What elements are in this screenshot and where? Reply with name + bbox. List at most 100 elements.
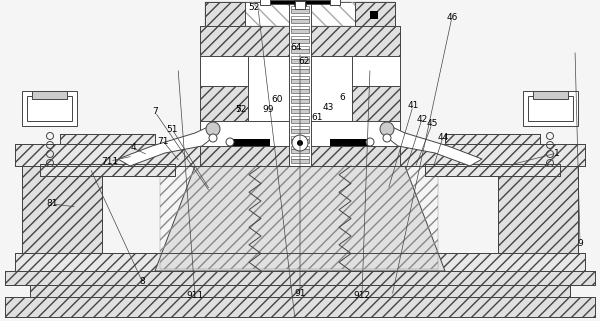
Bar xyxy=(291,29,309,33)
Bar xyxy=(291,79,309,83)
Bar xyxy=(200,86,248,121)
Text: 64: 64 xyxy=(290,42,302,51)
Bar xyxy=(425,164,560,176)
Polygon shape xyxy=(155,153,445,271)
Circle shape xyxy=(366,138,374,146)
Bar xyxy=(291,59,309,63)
Bar xyxy=(291,109,309,113)
Text: 81: 81 xyxy=(46,199,58,209)
Polygon shape xyxy=(385,126,482,166)
Circle shape xyxy=(209,134,217,142)
Text: 62: 62 xyxy=(298,56,310,65)
Bar xyxy=(291,96,309,99)
Text: 4: 4 xyxy=(130,143,136,152)
Bar xyxy=(160,155,438,269)
Text: 61: 61 xyxy=(311,112,323,122)
Bar xyxy=(15,253,585,271)
Text: 9: 9 xyxy=(577,239,583,247)
Bar xyxy=(205,2,395,26)
Bar xyxy=(200,26,400,166)
Text: 46: 46 xyxy=(446,13,458,22)
Text: 45: 45 xyxy=(427,119,437,128)
Bar xyxy=(398,144,585,166)
Bar xyxy=(425,164,560,176)
Text: 41: 41 xyxy=(407,101,419,110)
Bar xyxy=(291,129,309,133)
Text: 44: 44 xyxy=(437,133,449,142)
Bar xyxy=(200,146,400,166)
Bar xyxy=(60,134,155,144)
Bar xyxy=(15,144,202,166)
Bar xyxy=(498,153,578,253)
Bar xyxy=(445,134,540,144)
Bar xyxy=(291,159,309,163)
Bar xyxy=(291,69,309,73)
Bar xyxy=(291,16,309,19)
Text: 52: 52 xyxy=(248,3,260,12)
Bar xyxy=(291,126,309,129)
Bar xyxy=(445,134,540,144)
Bar xyxy=(528,96,573,121)
Text: 711: 711 xyxy=(101,157,119,166)
Bar xyxy=(330,139,368,146)
Bar xyxy=(260,0,340,4)
Text: 71: 71 xyxy=(157,136,169,145)
Bar xyxy=(291,136,309,139)
Bar xyxy=(291,46,309,49)
Text: 91: 91 xyxy=(294,290,306,299)
Circle shape xyxy=(383,134,391,142)
Bar xyxy=(232,139,270,146)
Bar xyxy=(30,285,570,297)
Bar xyxy=(205,2,245,26)
Bar xyxy=(291,139,309,143)
Bar xyxy=(60,134,155,144)
Bar xyxy=(248,56,352,121)
Bar xyxy=(291,116,309,119)
Text: 60: 60 xyxy=(271,94,283,103)
Bar xyxy=(291,66,309,69)
Bar xyxy=(5,271,595,285)
Bar xyxy=(291,9,309,13)
Bar xyxy=(291,149,309,153)
Bar xyxy=(22,153,102,253)
Text: 72: 72 xyxy=(235,105,247,114)
Circle shape xyxy=(206,122,220,136)
Text: 99: 99 xyxy=(262,105,274,114)
Text: 6: 6 xyxy=(339,93,345,102)
Bar xyxy=(294,0,306,6)
Bar xyxy=(533,91,568,99)
Bar xyxy=(291,89,309,93)
Bar xyxy=(32,91,67,99)
Text: 912: 912 xyxy=(353,291,371,299)
Bar xyxy=(291,49,309,53)
Bar xyxy=(40,164,175,176)
Bar xyxy=(291,6,309,9)
Bar xyxy=(291,56,309,59)
Bar xyxy=(5,297,595,317)
Text: 911: 911 xyxy=(187,291,203,299)
Bar xyxy=(398,144,585,166)
Text: 5: 5 xyxy=(235,106,241,115)
Bar xyxy=(5,297,595,317)
Bar xyxy=(22,153,102,253)
Bar xyxy=(22,91,77,126)
Bar xyxy=(200,26,400,56)
Text: 1: 1 xyxy=(554,149,560,158)
Text: 43: 43 xyxy=(322,102,334,111)
Bar xyxy=(291,156,309,159)
Text: 51: 51 xyxy=(166,125,178,134)
Bar xyxy=(523,91,578,126)
Bar xyxy=(291,119,309,123)
Bar xyxy=(291,76,309,79)
Bar xyxy=(498,153,578,253)
Bar xyxy=(289,1,311,166)
Polygon shape xyxy=(118,126,215,166)
Bar xyxy=(330,0,340,5)
Circle shape xyxy=(297,140,303,146)
Text: 8: 8 xyxy=(139,276,145,285)
Bar xyxy=(291,146,309,149)
Bar xyxy=(291,39,309,43)
Bar xyxy=(260,0,270,5)
Circle shape xyxy=(380,122,394,136)
Bar xyxy=(291,26,309,29)
